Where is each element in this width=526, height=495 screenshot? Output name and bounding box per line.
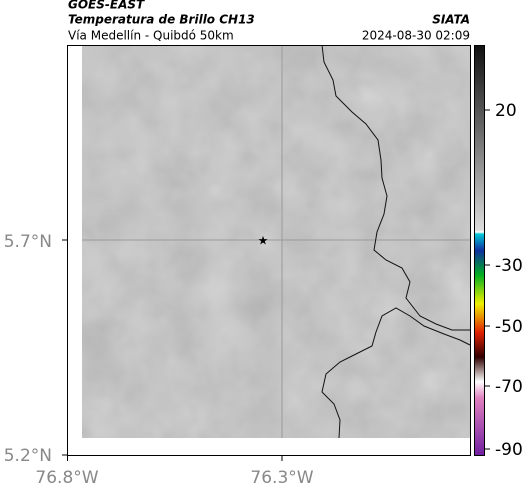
colorbar-label: -90 <box>495 440 523 460</box>
map-frame <box>67 45 471 456</box>
colorbar-label: -30 <box>495 256 523 276</box>
source-label: SIATA <box>432 13 470 27</box>
product-title: Temperatura de Brillo CH13 <box>68 13 255 27</box>
satellite-title: GOES-EAST <box>68 0 145 12</box>
y-tick-label: 5.7°N <box>4 232 52 252</box>
x-tick-label: 76.3°W <box>250 468 313 488</box>
colorbar-label: -70 <box>495 377 523 397</box>
location-star: ★ <box>258 234 269 248</box>
colorbar <box>474 45 485 456</box>
route-subtitle: Vía Medellín - Quibdó 50km <box>68 29 234 43</box>
x-tick-label: 76.8°W <box>35 468 98 488</box>
datetime-label: 2024-08-30 02:09 <box>362 29 470 43</box>
border-line <box>321 44 470 331</box>
colorbar-label: 20 <box>495 101 517 121</box>
colorbar-label: -50 <box>495 317 523 337</box>
border-line <box>321 307 471 439</box>
y-tick-label: 5.2°N <box>4 446 52 466</box>
satellite-image <box>82 45 470 438</box>
